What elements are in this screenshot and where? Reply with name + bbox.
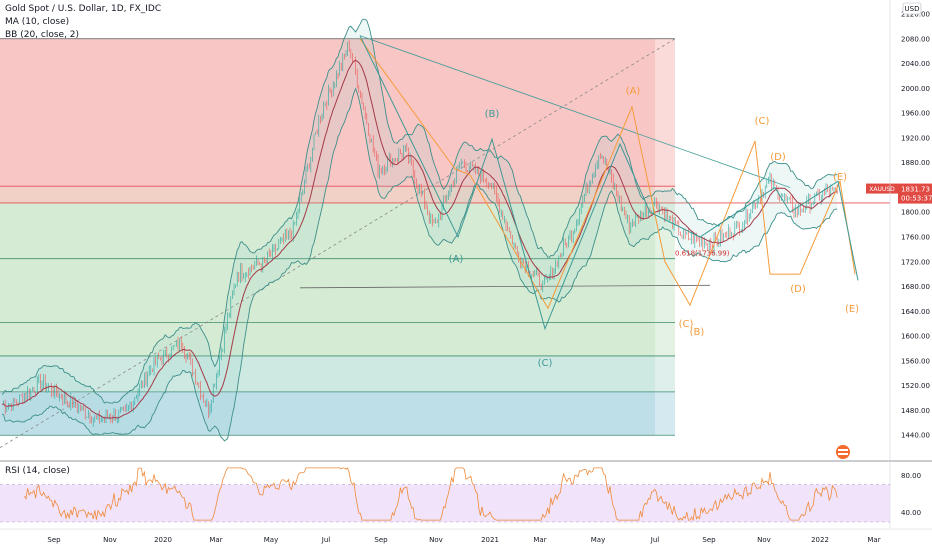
y-tick-label: 2000.00 — [901, 85, 930, 93]
bb-fill — [2, 19, 838, 441]
x-tick-label: Sep — [374, 536, 388, 544]
price-tag-countdown: 00:53:37 — [901, 195, 932, 203]
price-tag-symbol: XAUUSD — [869, 186, 895, 193]
y-tick-label: 1520.00 — [901, 382, 930, 390]
wave-label: (C) — [679, 319, 694, 330]
y-tick-label: 1440.00 — [901, 432, 930, 440]
y-tick-label: 1880.00 — [901, 159, 930, 167]
y-tick-label: 2120.00 — [901, 11, 930, 19]
rsi-legend[interactable]: RSI (14, close) — [5, 466, 70, 476]
support-line — [299, 284, 711, 289]
resistance-line — [359, 35, 791, 188]
x-tick-label: Sep — [702, 536, 716, 544]
bb-legend[interactable]: BB (20, close, 2) — [5, 30, 80, 40]
wave-label: (A) — [449, 254, 464, 265]
zone-green — [0, 202, 675, 356]
y-tick-label: 1600.00 — [901, 333, 930, 341]
currency-badge: USD — [902, 2, 922, 15]
x-tick-label: May — [264, 536, 278, 544]
wave-label: (D) — [770, 152, 786, 163]
wave-label: (C) — [755, 116, 770, 127]
x-tick-label: 2022 — [811, 536, 829, 544]
y-tick-label: 1720.00 — [901, 258, 930, 266]
y-tick-label: 1760.00 — [901, 234, 930, 242]
x-tick-label: Sep — [47, 536, 61, 544]
events-icon — [836, 445, 850, 459]
y-tick-label: 2080.00 — [901, 35, 930, 43]
events-icon-bar — [838, 453, 848, 455]
x-tick-label: Jul — [650, 536, 660, 544]
zone-fade — [655, 38, 675, 436]
y-tick-label: 1800.00 — [901, 209, 930, 217]
bb-lower — [1, 87, 838, 442]
x-tick-label: 2021 — [481, 536, 499, 544]
price-tag-price: 1831.73 — [901, 186, 930, 194]
y-tick-label: 2040.00 — [901, 60, 930, 68]
x-tick-label: Nov — [757, 536, 771, 544]
wave-label: (B) — [690, 327, 705, 338]
y-tick-label: 1680.00 — [901, 283, 930, 291]
zone-red — [0, 38, 675, 188]
wave-label: (B) — [485, 109, 500, 120]
wave-label: (A) — [626, 86, 641, 97]
bb-upper — [1, 18, 838, 404]
y-tick-label: 1920.00 — [901, 134, 930, 142]
price-tag-symbol-box — [866, 183, 898, 194]
wave-label: (D) — [790, 284, 806, 295]
rsi-line — [24, 467, 838, 522]
currency-box — [902, 2, 922, 15]
ma-legend[interactable]: MA (10, close) — [5, 17, 70, 27]
x-tick-label: Mar — [533, 536, 546, 544]
wave-label: (C) — [538, 358, 553, 369]
x-tick-label: May — [591, 536, 605, 544]
events-icon-bar — [838, 449, 848, 451]
x-tick-label: Mar — [209, 536, 222, 544]
zone-blue — [0, 391, 675, 436]
x-tick-label: Nov — [429, 536, 443, 544]
y-tick-label: 1640.00 — [901, 308, 930, 316]
rsi-pane: 80.00 40.00 — [0, 467, 921, 523]
orange-wave — [359, 38, 856, 310]
fib-level-label: 0.618(1736.99) — [675, 249, 730, 257]
symbol-legend[interactable]: Gold Spot / U.S. Dollar, 1D, FX_IDC — [5, 4, 162, 14]
y-tick-label: 1480.00 — [901, 407, 930, 415]
currency-label: USD — [905, 5, 920, 13]
price-tag-box — [898, 183, 932, 204]
rsi-tick-label: 40.00 — [901, 509, 921, 517]
y-tick-label: 1560.00 — [901, 357, 930, 365]
x-tick-label: Mar — [867, 536, 880, 544]
wave-label: (E) — [833, 172, 847, 183]
y-tick-label: 1960.00 — [901, 110, 930, 118]
rsi-tick-label: 80.00 — [901, 472, 921, 480]
x-tick-label: Nov — [103, 536, 117, 544]
wave-annotations: (A)(B)(C)(A)(B)(C)(D)(E)(C)(D)(E) — [359, 35, 859, 369]
teal-wave — [359, 35, 859, 331]
rsi-band — [0, 484, 890, 522]
zone-teal — [0, 355, 675, 392]
price-candles — [3, 40, 838, 427]
zone-peach — [0, 187, 675, 203]
fib-levels — [0, 35, 890, 448]
misc-overlays: 0.618(1736.99) — [675, 249, 850, 459]
price-axis: 2120.00 2080.00 2040.00 2000.00 1960.00 1920.… — [866, 2, 932, 440]
events-icon-circle — [836, 445, 850, 459]
x-tick-label: Jul — [321, 536, 331, 544]
bollinger-bands — [1, 18, 838, 442]
wave-label: (E) — [845, 304, 859, 315]
x-tick-label: 2020 — [154, 536, 172, 544]
